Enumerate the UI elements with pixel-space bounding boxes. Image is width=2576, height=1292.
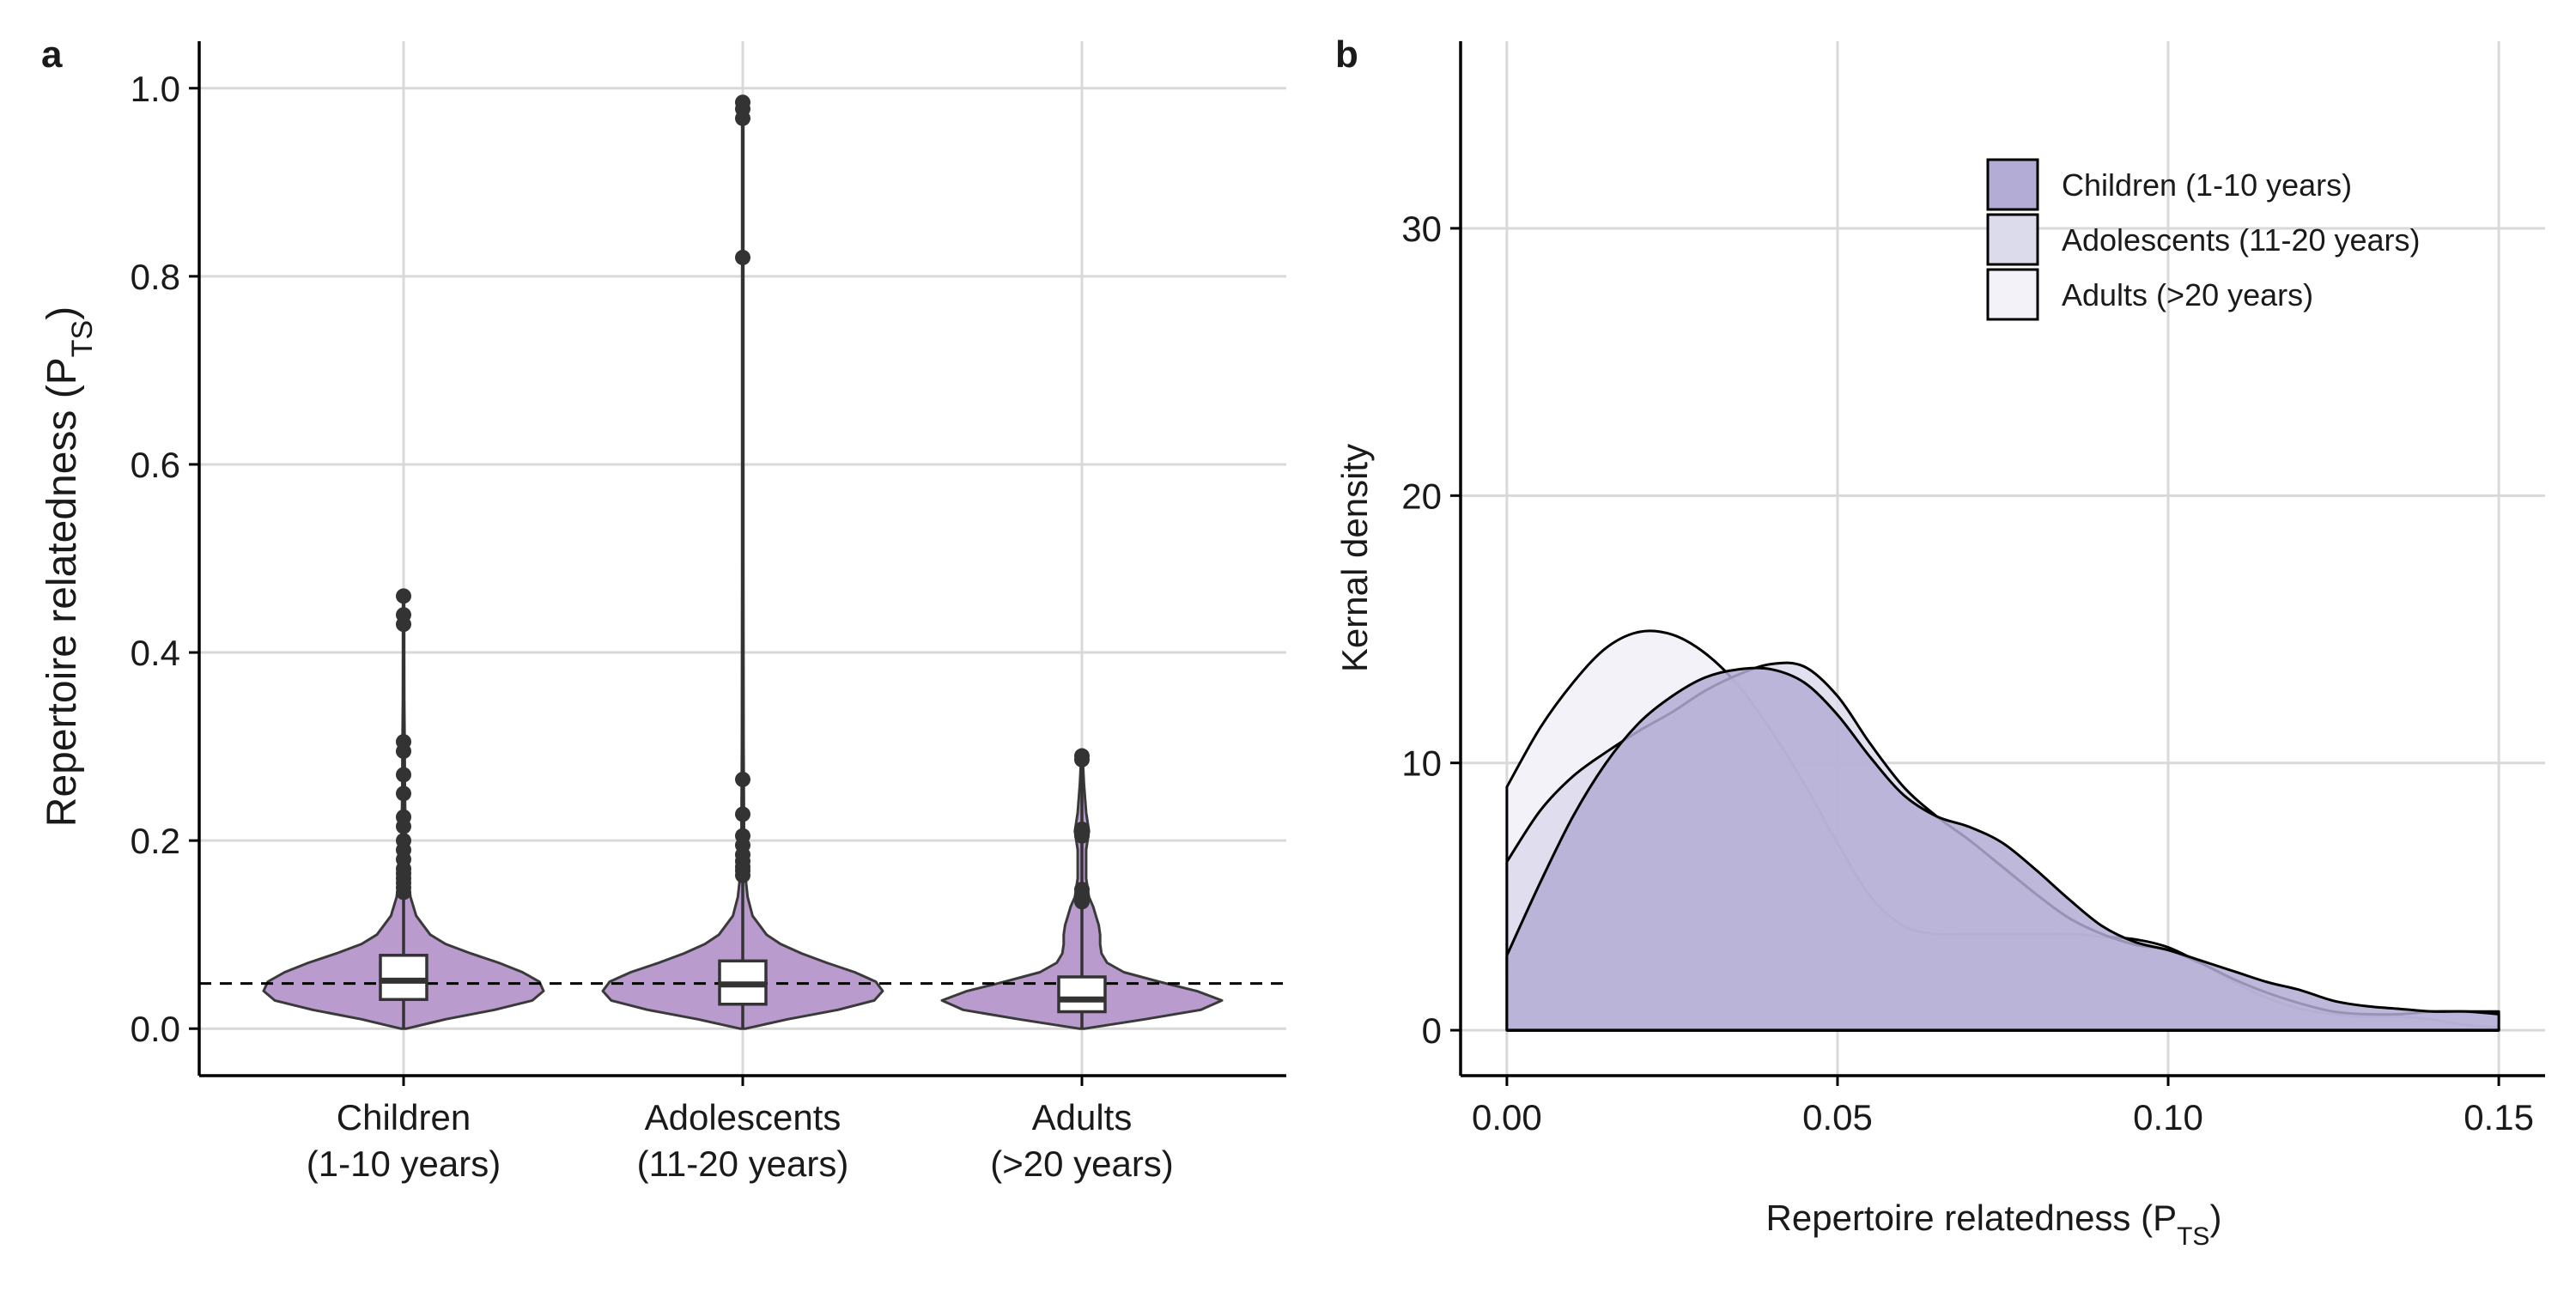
panel-a-violin-chart: 0.0 0.2 0.4 0.6 0.8 1.0 Children (1-10 years) A… bbox=[39, 41, 1286, 1184]
outlier-point bbox=[396, 884, 411, 901]
outlier-point bbox=[735, 110, 750, 126]
box-iqr bbox=[1057, 975, 1107, 1014]
outlier-point bbox=[396, 588, 411, 604]
panel-b-y-tick-label: 20 bbox=[1401, 476, 1442, 516]
panel-a-y-tick-label: 0.2 bbox=[131, 821, 180, 861]
panel-b-y-ticks: 0 10 20 30 bbox=[1401, 209, 1461, 1051]
panel-a-boxplots bbox=[379, 102, 1107, 1029]
outlier-point bbox=[1074, 828, 1090, 844]
panel-b-y-axis-title: Kernal density bbox=[1334, 444, 1375, 672]
outlier-point bbox=[396, 786, 411, 802]
panel-a-outliers bbox=[396, 94, 1090, 910]
box-iqr bbox=[379, 954, 428, 1002]
outlier-point bbox=[735, 867, 750, 883]
outlier-point bbox=[735, 771, 750, 787]
panel-b-x-tick-label: 0.10 bbox=[2133, 1097, 2203, 1137]
panel-a-x-tick-label-secondary: (>20 years) bbox=[990, 1143, 1174, 1184]
panel-b-x-tick-label: 0.05 bbox=[1802, 1097, 1873, 1137]
panel-a-x-tick-label-secondary: (1-10 years) bbox=[307, 1143, 501, 1184]
panel-a-x-tick-label: Children bbox=[337, 1097, 471, 1137]
outlier-point bbox=[396, 743, 411, 760]
outlier-point bbox=[1074, 894, 1090, 910]
outlier-point bbox=[735, 249, 750, 265]
panel-b-density-areas bbox=[1505, 629, 2500, 1032]
panel-a-x-tick-label-secondary: (11-20 years) bbox=[637, 1143, 849, 1184]
panel-b-y-tick-label: 10 bbox=[1401, 743, 1442, 784]
panel-a-y-tick-label: 0.8 bbox=[131, 257, 180, 297]
legend-swatch bbox=[1986, 158, 2039, 211]
legend-swatch bbox=[1986, 213, 2039, 266]
panel-a-y-axis-title: Repertoire relatedness (PTS) bbox=[39, 306, 99, 827]
legend-item-adults: Adults (>20 years) bbox=[1986, 268, 2313, 321]
legend-label: Adolescents (11-20 years) bbox=[2062, 222, 2421, 258]
panel-a-label: a bbox=[41, 33, 63, 76]
panel-b-x-tick-label: 0.15 bbox=[2464, 1097, 2534, 1137]
legend-item-children: Children (1-10 years) bbox=[1986, 158, 2352, 211]
panel-b-legend: Children (1-10 years) Adolescents (11-20 … bbox=[1986, 158, 2421, 321]
panel-a-y-tick-label: 0.0 bbox=[131, 1009, 180, 1049]
legend-item-adolescents: Adolescents (11-20 years) bbox=[1986, 213, 2421, 266]
outlier-point bbox=[735, 806, 750, 822]
panel-b-y-tick-label: 30 bbox=[1401, 209, 1442, 249]
panel-b-y-tick-label: 0 bbox=[1422, 1010, 1442, 1051]
legend-label: Adults (>20 years) bbox=[2062, 277, 2313, 312]
legend-label: Children (1-10 years) bbox=[2062, 167, 2352, 203]
outlier-point bbox=[1074, 751, 1090, 767]
outlier-point bbox=[396, 767, 411, 783]
panel-a-y-tick-label: 1.0 bbox=[131, 69, 180, 109]
outlier-point bbox=[396, 616, 411, 633]
panel-b-label: b bbox=[1335, 33, 1358, 76]
panel-a-x-ticks: Children (1-10 years) Adolescents (11-20 ye… bbox=[307, 1076, 1174, 1184]
panel-a-y-tick-label: 0.6 bbox=[131, 445, 180, 485]
panel-a-x-tick-label: Adults bbox=[1032, 1097, 1133, 1137]
legend-swatch bbox=[1986, 268, 2039, 321]
panel-b-x-axis-title: Repertoire relatedness (PTS) bbox=[1766, 1198, 2222, 1251]
panel-b-x-ticks: 0.00 0.05 0.10 0.15 bbox=[1472, 1076, 2534, 1137]
panel-a-y-ticks: 0.0 0.2 0.4 0.6 0.8 1.0 bbox=[131, 69, 199, 1049]
panel-b-x-tick-label: 0.00 bbox=[1472, 1097, 1542, 1137]
outlier-point bbox=[396, 818, 411, 834]
panel-a-y-tick-label: 0.4 bbox=[131, 633, 180, 673]
panel-a-x-tick-label: Adolescents bbox=[645, 1097, 841, 1137]
density-area-children bbox=[1505, 666, 2500, 1032]
